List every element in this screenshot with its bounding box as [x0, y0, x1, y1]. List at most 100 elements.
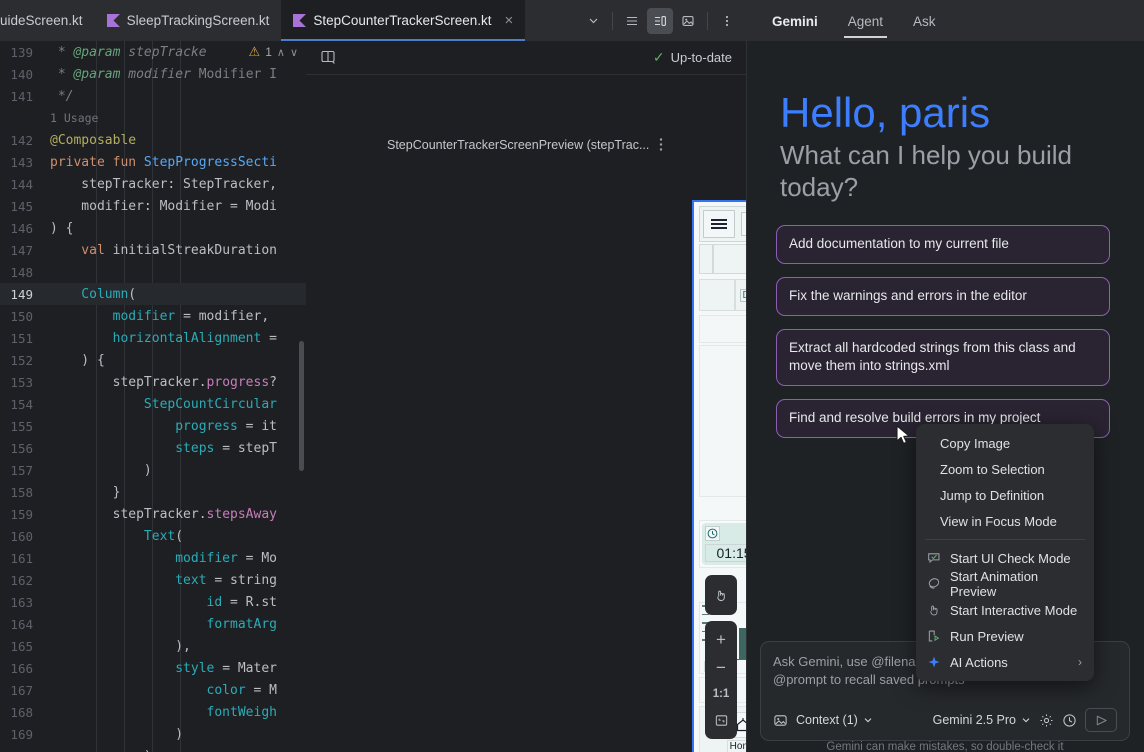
greeting: Hello, paris	[780, 89, 991, 136]
code-text: steps = stepT	[50, 440, 277, 456]
indent-guide	[152, 41, 153, 752]
menu-item-run-preview[interactable]: Run Preview	[916, 623, 1094, 649]
line-number: 151	[10, 330, 33, 346]
menu-item-zoom-to-selection[interactable]: Zoom to Selection	[940, 461, 1045, 477]
warning-count: 1	[265, 45, 272, 59]
chevron-down-icon[interactable]	[580, 8, 606, 34]
code-line: 161 modifier = Mo	[0, 547, 306, 569]
code-line: 167 color = M	[0, 679, 306, 701]
split-view-icon[interactable]	[647, 7, 673, 34]
preview-title: StepCounterTrackerScreenPreview (stepTra…	[387, 137, 650, 152]
menu-item-jump-to-definition[interactable]: Jump to Definition	[940, 487, 1045, 503]
preview-context-menu[interactable]: Copy Image Zoom to Selection Jump to Def…	[916, 424, 1094, 681]
code-text: Text(	[50, 528, 184, 544]
code-text: style = Mater	[50, 660, 277, 676]
tab-gemini[interactable]: Gemini	[772, 13, 818, 29]
tab-sleeptrackingscreen[interactable]: SleepTrackingScreen.kt	[95, 0, 282, 41]
code-line: 143 private fun StepProgressSecti	[0, 151, 306, 173]
preview-layout-icon[interactable]	[320, 49, 337, 66]
tab-stepcountertrackerscreen[interactable]: StepCounterTrackerScreen.kt ×	[281, 0, 526, 41]
line-number: 145	[10, 198, 33, 214]
list-view-icon[interactable]	[619, 8, 645, 34]
chevron-right-icon: ›	[1078, 655, 1082, 669]
indent-guide	[180, 41, 181, 752]
code-line: 154 StepCountCircular	[0, 393, 306, 415]
menu-item-start-interactive-mode[interactable]: Start Interactive Mode	[916, 597, 1094, 623]
menu-item-copy-image[interactable]: Copy Image	[940, 435, 1011, 451]
tab-ask[interactable]: Ask	[913, 13, 936, 29]
model-selector[interactable]: Gemini 2.5 Pro	[933, 713, 1031, 727]
chevron-down-icon	[1022, 718, 1030, 723]
menu-item-start-animation-preview[interactable]: Start Animation Preview	[916, 569, 1094, 599]
gear-icon[interactable]	[1039, 713, 1054, 728]
code-line: 149 Column(	[0, 283, 306, 305]
line-number: 168	[10, 704, 33, 720]
zoom-in-button[interactable]: +	[716, 630, 726, 649]
tab-uidescreen[interactable]: uideScreen.kt	[0, 0, 95, 41]
check-icon: ✓	[652, 49, 665, 65]
disclaimer: Gemini can make mistakes, so double-chec…	[826, 741, 1064, 752]
more-vertical-icon[interactable]	[714, 8, 740, 34]
hamburger-icon[interactable]	[703, 210, 735, 238]
code-text: ) {	[50, 220, 74, 236]
line-number: 153	[10, 374, 33, 390]
menu-item-ai-actions[interactable]: AI Actions ›	[916, 649, 1094, 675]
code-text: * @param modifier Modifier I	[50, 66, 278, 82]
more-vertical-icon[interactable]	[659, 137, 663, 152]
code-text: @Composable	[50, 132, 137, 148]
preview-stage[interactable]: StepCounterTrackerScreenPreview (stepTra…	[306, 75, 1094, 752]
line-number: 143	[10, 154, 33, 170]
tab-agent[interactable]: Agent	[836, 4, 895, 38]
code-line: 144 stepTracker: StepTracker,	[0, 173, 306, 195]
close-icon[interactable]: ×	[504, 12, 514, 29]
divider	[707, 11, 708, 30]
inspection-widget[interactable]: ⚠ 1 ∧ ∨	[249, 44, 298, 60]
sparkle-icon	[926, 655, 941, 669]
suggestion-card[interactable]: Add documentation to my current file	[776, 225, 1110, 265]
image-view-icon[interactable]	[675, 8, 701, 34]
menu-item-label: Start Interactive Mode	[950, 602, 1078, 618]
code-line: 155 progress = it	[0, 415, 306, 437]
send-button[interactable]	[1085, 708, 1117, 732]
kotlin-icon	[106, 13, 120, 28]
editor-scrollbar[interactable]	[299, 341, 304, 471]
clock-icon[interactable]	[1062, 713, 1077, 728]
code-text: fontWeigh	[50, 704, 277, 720]
suggestion-card[interactable]: Extract all hardcoded strings from this …	[776, 328, 1110, 386]
menu-item-label: AI Actions	[950, 654, 1008, 670]
line-number: 160	[10, 528, 33, 544]
zoom-out-button[interactable]: −	[716, 658, 726, 677]
line-number: 142	[10, 132, 33, 148]
image-attach-icon[interactable]	[773, 713, 788, 728]
code-line: 170 )	[0, 745, 306, 752]
line-number: 156	[10, 440, 33, 456]
preview-zoom-controls[interactable]: + − 1:1	[705, 575, 737, 739]
mouse-cursor	[896, 425, 911, 451]
code-text: stepTracker.progress?	[50, 374, 277, 390]
context-selector[interactable]: Context (1)	[796, 713, 873, 727]
suggestion-card[interactable]: Fix the warnings and errors in the edito…	[776, 277, 1110, 316]
prev-warning-icon[interactable]: ∧	[276, 46, 285, 59]
line-number: 152	[10, 352, 33, 368]
line-number: 157	[10, 462, 33, 478]
line-number: 165	[10, 638, 33, 654]
code-text: * @param stepTracke	[50, 44, 207, 60]
status-label: Up-to-date	[670, 50, 732, 65]
next-warning-icon[interactable]: ∨	[289, 46, 298, 59]
clock-icon	[705, 526, 720, 541]
code-text: */	[50, 88, 74, 104]
tab-label: StepCounterTrackerScreen.kt	[313, 13, 492, 28]
pan-hand-icon[interactable]	[705, 581, 737, 609]
zoom-reset-button[interactable]: 1:1	[712, 688, 730, 700]
zoom-group[interactable]: + − 1:1	[705, 621, 737, 739]
menu-item-start-ui-check-mode[interactable]: Start UI Check Mode	[916, 545, 1094, 571]
pan-tool-group[interactable]	[705, 575, 737, 615]
fit-screen-icon[interactable]	[705, 706, 737, 734]
menu-item-view-in-focus-mode[interactable]: View in Focus Mode	[940, 513, 1057, 529]
line-number: 163	[10, 594, 33, 610]
code-text: modifier: Modifier = Modi	[50, 198, 277, 214]
code-editor[interactable]: 139 * @param stepTracke 140 * @param modi…	[0, 41, 306, 752]
code-text: modifier = Mo	[50, 550, 277, 566]
preview-toolbar: ✓ Up-to-date	[306, 41, 746, 75]
